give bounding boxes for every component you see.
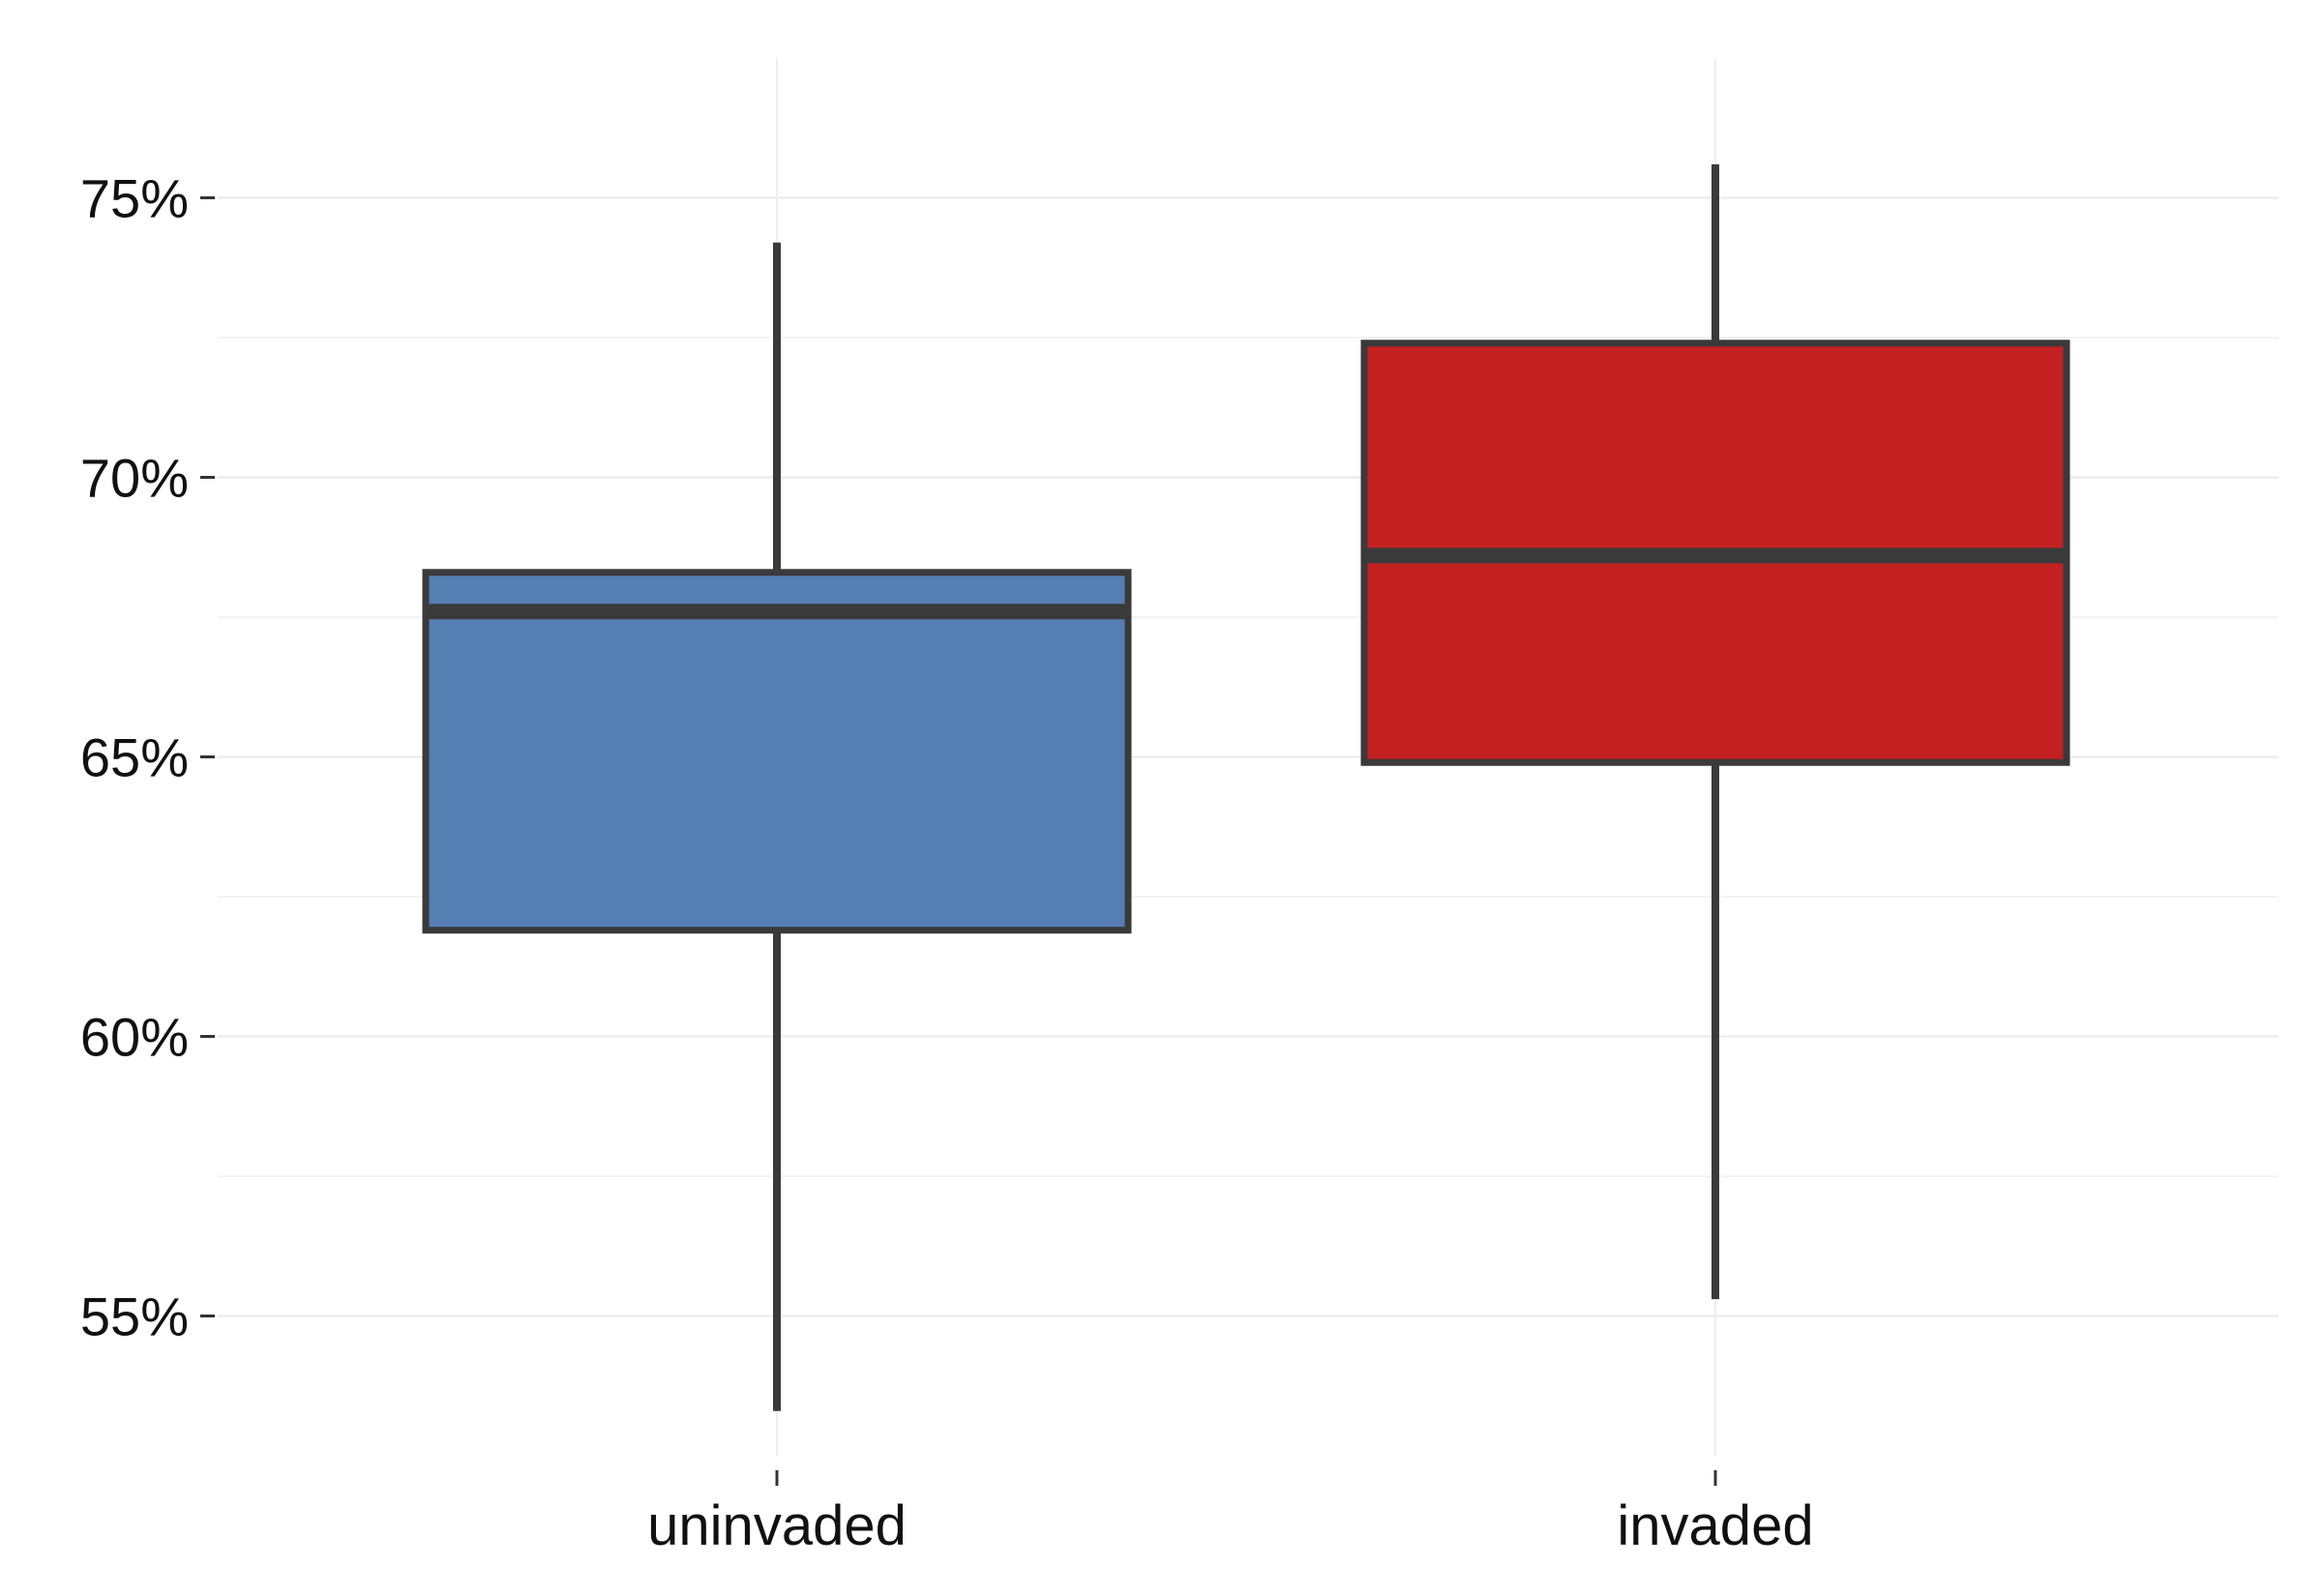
y-tick-label: 60% [80,1007,189,1068]
boxes [422,163,2070,1411]
y-tick-label: 65% [80,727,189,788]
x-category-label: invaded [1617,1494,1813,1557]
axes: 55% 60% 65% 70% 75% uninvaded invaded [80,168,1814,1558]
plot-panel: 55% 60% 65% 70% 75% uninvaded invaded [80,58,2278,1557]
y-tick-label: 70% [80,448,189,509]
y-tick-label: 55% [80,1286,189,1347]
box-uninvaded [422,242,1132,1411]
y-tick-label: 75% [80,168,189,229]
box-iqr [422,569,1132,934]
box-invaded [1360,163,2070,1300]
x-category-label: uninvaded [647,1494,907,1557]
